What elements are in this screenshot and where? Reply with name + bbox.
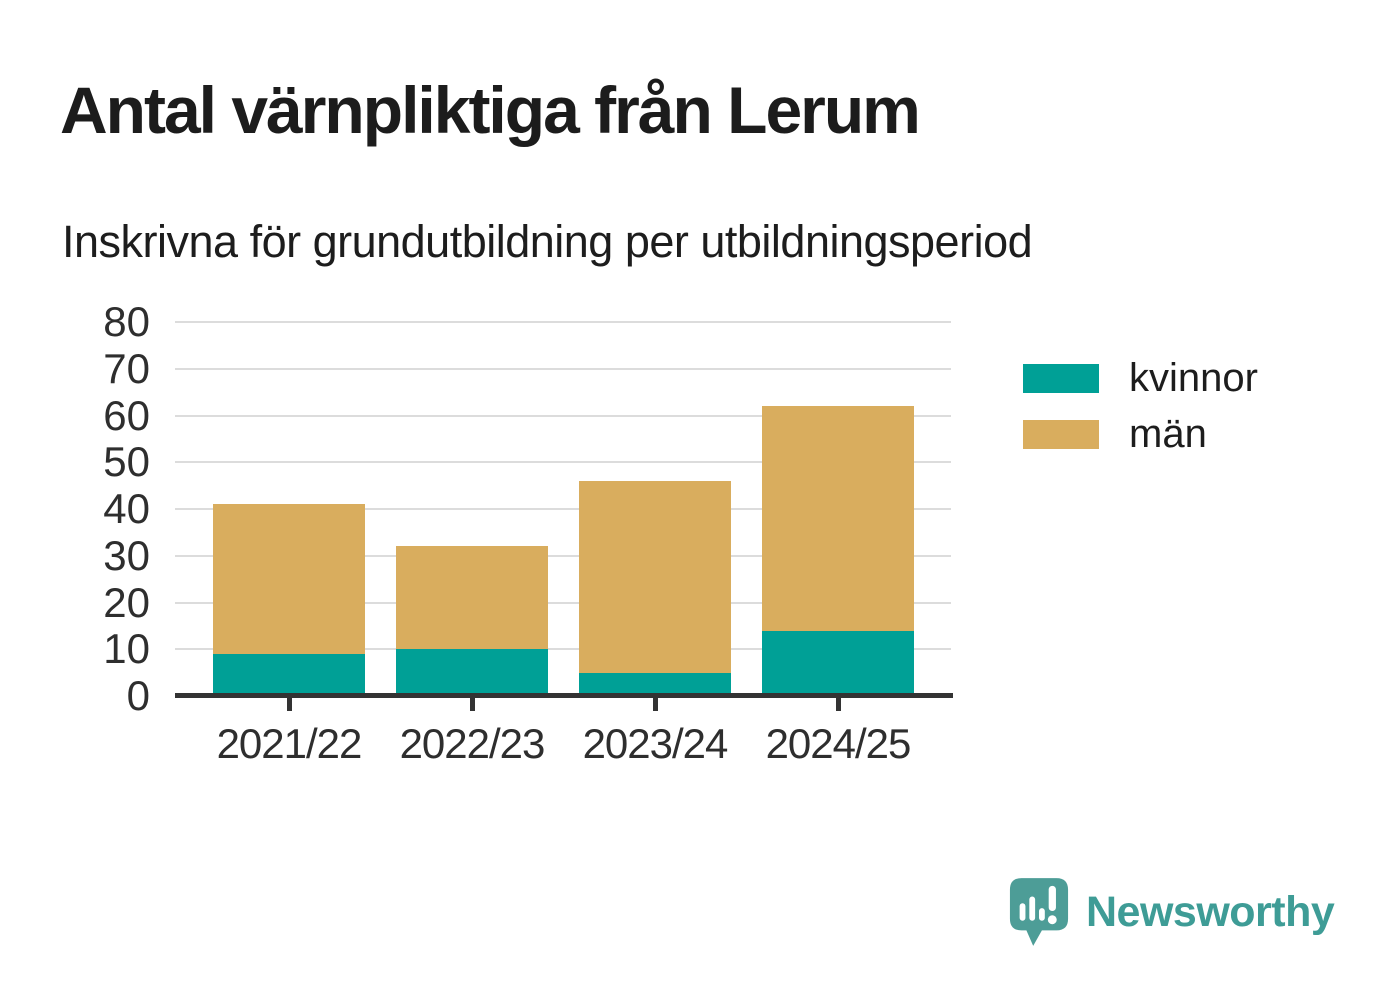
x-axis-line [175,693,953,698]
gridline-50 [175,461,951,464]
x-tick-label-2024/25: 2024/25 [765,720,912,767]
bar-segment-kvinnor-2023/24 [579,672,731,696]
bar-segment-kvinnor-2021/22 [213,653,365,696]
y-tick-label-70: 70 [103,344,150,392]
y-tick-label-10: 10 [103,625,150,673]
x-tick-label-2023/24: 2023/24 [582,720,729,767]
y-tick-label-50: 50 [103,438,150,486]
bar-segment-män-2023/24 [579,480,731,673]
x-axis-tick-2021/22 [287,696,292,711]
bar-chart-speech-bubble-icon [1009,878,1069,946]
bar-segment-män-2022/23 [396,546,548,650]
x-axis-tick-2024/25 [836,696,841,711]
legend-swatch-män [1023,420,1099,449]
chart-subtitle: Inskrivna för grundutbildning per utbild… [62,216,1033,267]
legend-item-män: män [1023,412,1258,456]
y-tick-label-40: 40 [103,485,150,532]
x-axis-tick-2023/24 [653,696,658,711]
y-tick-label-20: 20 [103,578,150,626]
y-tick-label-30: 30 [103,531,150,579]
gridline-20 [175,601,951,604]
legend-label-män: män [1129,412,1207,456]
y-tick-label-60: 60 [103,391,150,439]
legend-label-kvinnor: kvinnor [1129,356,1258,400]
bar-segment-kvinnor-2022/23 [396,649,548,696]
gridline-10 [175,648,951,651]
bar-segment-kvinnor-2024/25 [762,630,914,696]
y-tick-label-80: 80 [103,298,150,345]
newsworthy-branding: Newsworthy [1008,876,1335,948]
legend-swatch-kvinnor [1023,364,1099,393]
x-axis-tick-2022/23 [470,696,475,711]
gridline-40 [175,508,951,510]
newsworthy-wordmark: Newsworthy [1086,887,1335,936]
legend: kvinnor män [1023,356,1258,476]
bar-segment-män-2021/22 [213,504,365,654]
x-tick-label-2021/22: 2021/22 [216,720,363,767]
legend-item-kvinnor: kvinnor [1023,356,1258,400]
gridline-30 [175,554,951,557]
plot-area: 2021/22 2022/23 2023/24 2024/25 [175,321,953,767]
gridline-60 [175,414,951,417]
gridline-80 [175,321,951,323]
x-tick-label-2022/23: 2022/23 [399,720,546,767]
y-axis-labels: 0 10 20 30 40 50 60 70 80 [40,298,150,719]
chart-title: Antal värnpliktiga från Lerum [60,73,921,147]
gridline-70 [175,367,951,370]
y-tick-label-0: 0 [126,672,150,719]
bar-segment-män-2024/25 [762,406,914,631]
